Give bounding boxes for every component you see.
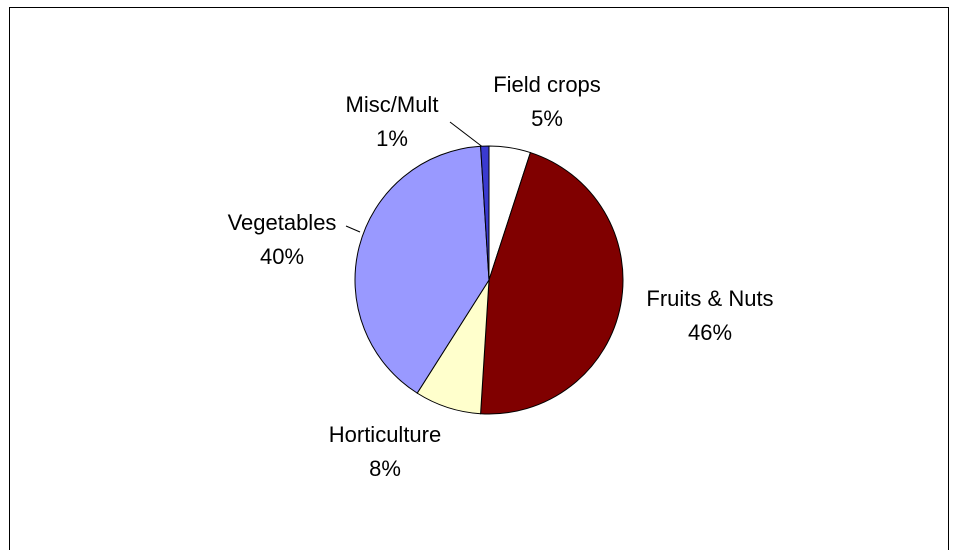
leader-line	[449, 121, 485, 149]
slice-value-label: 8%	[369, 456, 401, 481]
slice-value-label: 5%	[531, 106, 563, 131]
slice-label: Horticulture	[329, 422, 441, 447]
pie-slice	[480, 145, 490, 281]
pie-slice	[354, 145, 490, 394]
slice-label: Misc/Mult	[346, 92, 439, 117]
slice-value-label: 46%	[688, 320, 732, 345]
slice-value-label: 1%	[376, 126, 408, 151]
leader-line	[345, 225, 361, 233]
slice-label: Vegetables	[228, 210, 337, 235]
slice-label: Fruits & Nuts	[646, 286, 773, 311]
slice-value-label: 40%	[260, 244, 304, 269]
slice-label: Field crops	[493, 72, 601, 97]
pie-slice	[480, 151, 624, 415]
